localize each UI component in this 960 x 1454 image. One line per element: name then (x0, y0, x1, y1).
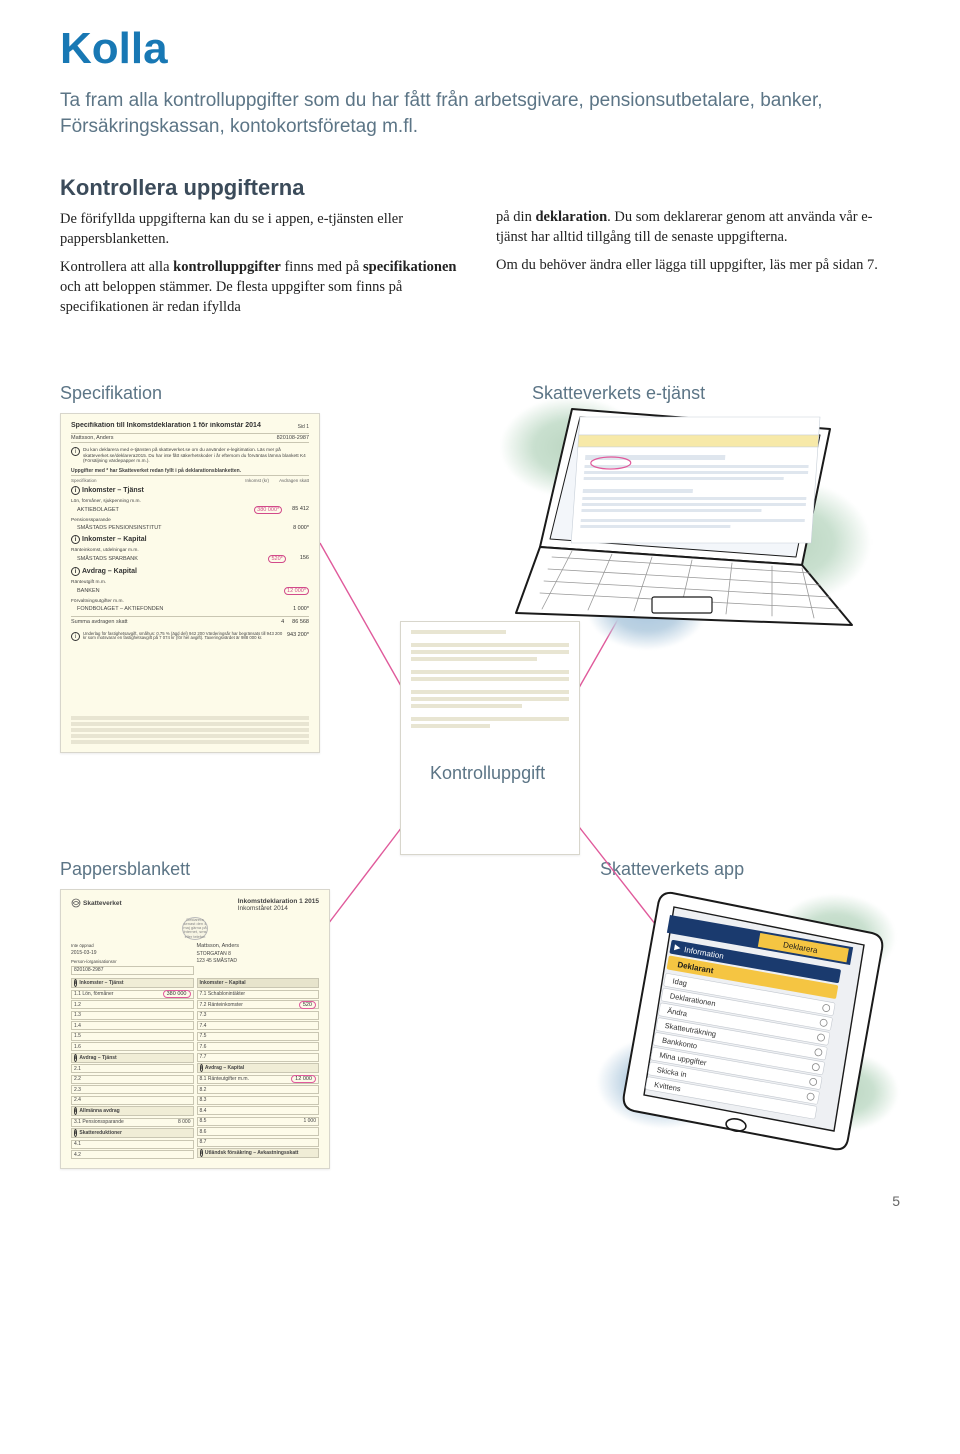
v12000: 12 000 (291, 1075, 316, 1083)
phone-illustration: Deklarera Information Deklarant Idag Dek… (610, 887, 900, 1159)
form-stamp: Deklarera senast den 4 maj gärna på Inte… (182, 917, 208, 940)
kontrolluppgift-document (400, 621, 580, 855)
pnr-date: 2015-03-19 (71, 950, 194, 956)
payer3: BANKEN (71, 588, 100, 594)
section-heading: Kontrollera uppgifterna (60, 175, 464, 201)
specifikation-document: Specifikation till Inkomstdeklaration 1 … (60, 413, 320, 753)
sec-avd-t: Avdrag – Tjänst (79, 1055, 116, 1061)
info-icon: i (200, 1064, 203, 1072)
left-para-2: Kontrollera att alla kontrolluppgifter f… (60, 257, 464, 317)
v520: 520 (299, 1001, 316, 1009)
agency: Skatteverket (83, 900, 122, 907)
sub1: Pensionssparande (71, 518, 309, 523)
info-icon: i (74, 1054, 77, 1062)
right-para-1: på din deklaration. Du som deklarerar ge… (496, 207, 900, 247)
laptop-illustration (502, 397, 882, 657)
spec-info-text: Du kan deklarera med e-tjänsten på skatt… (83, 447, 309, 463)
val0b: 85 412 (292, 506, 309, 514)
sub0: Lön, förmåner, sjukpenning m.m. (71, 499, 309, 504)
text: Kontrollera att alla (60, 259, 173, 275)
page-number: 5 (60, 1193, 900, 1209)
text: på din (496, 209, 535, 225)
sec-avd-k: Avdrag – Kapital (205, 1065, 244, 1071)
payer0: AKTIEBOLAGET (71, 507, 119, 513)
info-icon: i (74, 1107, 77, 1115)
sum-val: 86 568 (292, 619, 309, 625)
spec-doc-title: Specifikation till Inkomstdeklaration 1 … (71, 422, 261, 429)
col-inkomst: Inkomst (kr) (245, 478, 269, 483)
pnr-label: Inte öppnad (71, 943, 194, 948)
page-title: Kolla (60, 24, 900, 74)
bold-text: kontrolluppgifter (173, 259, 281, 275)
pnr: 820108-2987 (71, 966, 194, 975)
sum-label: Summa avdragen skatt (71, 619, 128, 625)
spec-sheet: Sid 1 (298, 424, 309, 430)
sec-utl: Utländsk försäkring – Avkastningsskatt (205, 1150, 299, 1156)
spec-doc-inner: Specifikation till Inkomstdeklaration 1 … (71, 422, 309, 744)
spec-pnr: 820108-2987 (277, 435, 309, 441)
right-column: på din deklaration. Du som deklarerar ge… (496, 175, 900, 325)
body-columns: Kontrollera uppgifterna De förifyllda up… (60, 175, 900, 325)
kontrolluppgift-label: Kontrolluppgift (430, 763, 545, 784)
paper-doc-inner: Skatteverket Inkomstdeklaration 1 2015 I… (71, 898, 319, 1160)
info-icon: i (71, 486, 80, 495)
phone-svg: Deklarera Information Deklarant Idag Dek… (610, 887, 900, 1159)
addr2: 123 45 SMÅSTAD (197, 958, 320, 964)
form-subtitle: Inkomståret 2014 (238, 905, 288, 912)
v8000: 8 000 (178, 1119, 191, 1125)
cat-avd-kap: Avdrag – Kapital (82, 568, 137, 575)
sec-ink: Inkomster – Tjänst (79, 980, 123, 986)
sec-allm: Allmänna avdrag (79, 1108, 119, 1114)
laptop-svg (502, 397, 882, 657)
sub3: Ränteutgift m.m. (71, 580, 309, 585)
text: finns med på (281, 259, 363, 275)
info-icon: i (71, 567, 80, 576)
left-para-1: De förifyllda uppgifterna kan du se i ap… (60, 209, 464, 249)
val0a: 380 000* (254, 506, 282, 514)
spec-note-val: 943 200* (287, 632, 309, 638)
bold-text: specifikationen (363, 259, 456, 275)
center-doc-inner (411, 630, 569, 846)
info-icon: i (200, 1149, 203, 1157)
payer4: FONDBOLAGET – AKTIEFONDEN (71, 606, 163, 612)
bold-text: deklaration (535, 209, 607, 225)
pappersblankett-document: Skatteverket Inkomstdeklaration 1 2015 I… (60, 889, 330, 1169)
left-column: Kontrollera uppgifterna De förifyllda up… (60, 175, 464, 325)
spec-name: Mattsson, Anders (71, 435, 114, 441)
info-icon: i (71, 535, 80, 544)
spec-header-row: Uppgifter med * har Skatteverket redan f… (71, 468, 309, 476)
info-icon: i (71, 632, 80, 641)
val2b: 156 (300, 555, 309, 563)
sec-skr: Skattereduktioner (79, 1130, 122, 1136)
info-icon: i (71, 447, 80, 456)
spec-note: Underlag för fastighetsavgift, småhus: 0… (83, 632, 284, 642)
diagram-area: Specifikation Skatteverkets e-tjänst Kon… (60, 383, 900, 1163)
payer2: SMÅSTADS SPARBANK (71, 556, 138, 562)
text: och att beloppen stämmer. De flesta uppg… (60, 279, 402, 315)
val1: 8 000* (293, 525, 309, 531)
addr1: STORGATAN 8 (197, 951, 320, 957)
name: Mattsson, Anders (197, 943, 320, 949)
lead-paragraph: Ta fram alla kontrolluppgifter som du ha… (60, 88, 840, 139)
agency-logo-icon (71, 898, 81, 908)
col-skatt: Avdragen skatt (279, 478, 309, 483)
cat-ink-kap: Inkomster – Kapital (82, 536, 147, 543)
v1000: 1 000 (303, 1118, 316, 1124)
sum-ref: 4 (281, 619, 284, 625)
val3: 12 000* (284, 587, 309, 595)
sub4: Förvaltningsutgifter m.m. (71, 599, 309, 604)
info-icon: i (74, 1129, 77, 1137)
right-para-2: Om du behöver ändra eller lägga till upp… (496, 255, 900, 275)
sub2: Ränteinkomst, utdelningar m.m. (71, 548, 309, 553)
col-spacer: Specifikation (71, 478, 97, 483)
payer1: SMÅSTADS PENSIONSINSTITUT (71, 525, 162, 531)
val2a: 520* (268, 555, 285, 563)
v380: 380 000 (163, 990, 191, 998)
info-icon: i (74, 979, 77, 987)
cat-ink-tjanst: Inkomster – Tjänst (82, 487, 144, 494)
val4: 1 000* (293, 606, 309, 612)
